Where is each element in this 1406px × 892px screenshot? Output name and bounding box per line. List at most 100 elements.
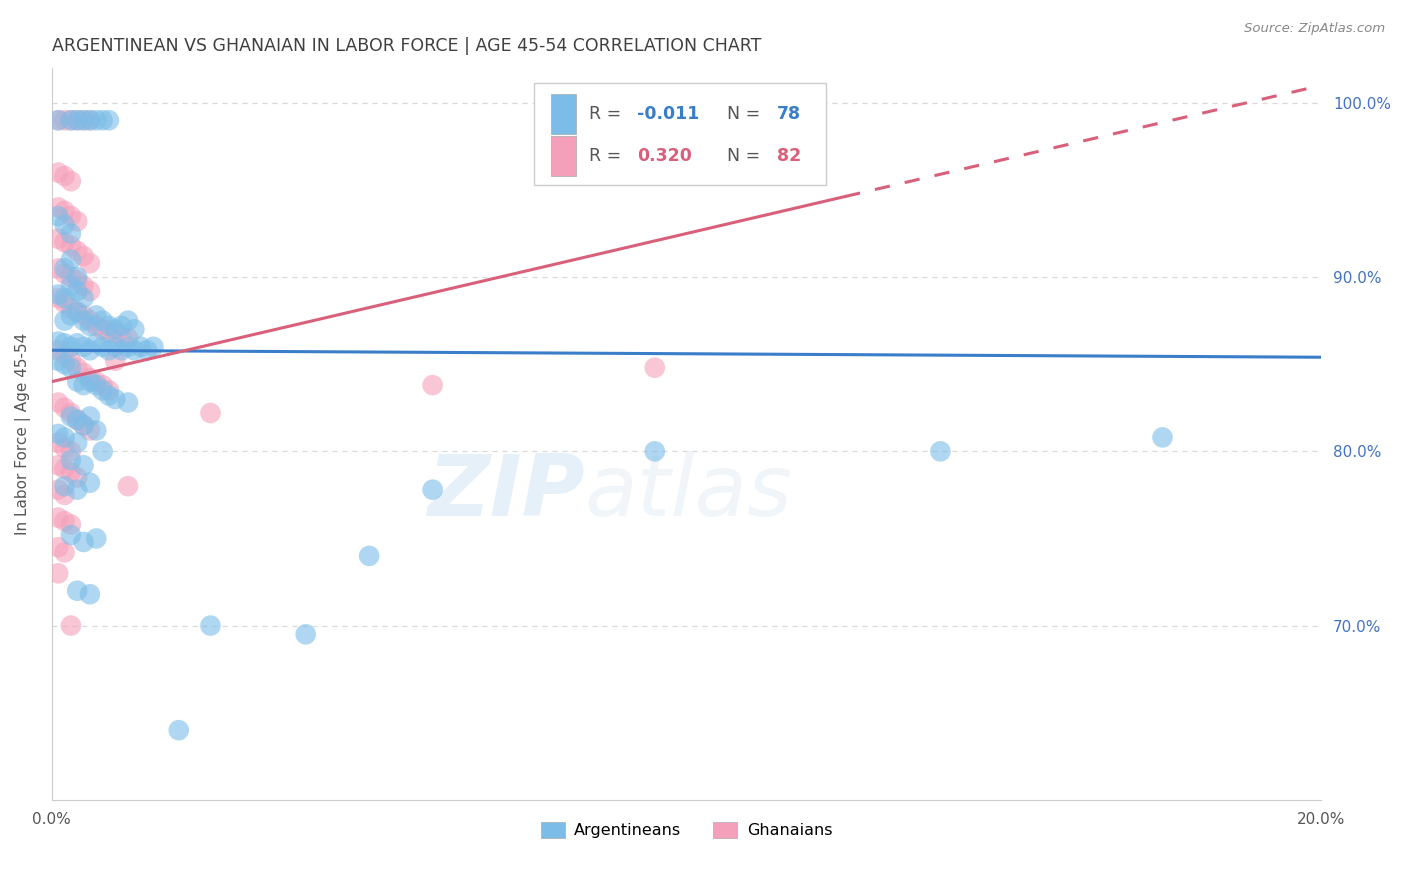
Point: [200, 406, 222, 420]
Point: [359, 549, 381, 563]
Point: [91, 444, 114, 458]
Point: [53, 479, 76, 493]
Point: [59, 252, 82, 267]
Point: [59, 209, 82, 223]
Point: [46, 291, 69, 305]
Point: [97, 384, 120, 398]
Point: [66, 435, 89, 450]
Point: [46, 209, 69, 223]
Point: [124, 322, 146, 336]
Point: [46, 165, 69, 179]
Point: [200, 618, 222, 632]
Point: [59, 409, 82, 424]
Point: [46, 232, 69, 246]
Point: [46, 353, 69, 368]
Text: 82: 82: [776, 147, 801, 165]
Point: [46, 510, 69, 524]
Point: [53, 235, 76, 250]
Point: [79, 318, 101, 333]
Point: [59, 406, 82, 420]
Point: [79, 409, 101, 424]
Point: [66, 274, 89, 288]
Point: [422, 483, 444, 497]
Point: [59, 517, 82, 532]
Point: [84, 375, 107, 389]
Point: [84, 424, 107, 438]
Point: [46, 458, 69, 473]
Point: [66, 375, 89, 389]
Point: [79, 256, 101, 270]
Point: [1152, 430, 1174, 444]
Point: [53, 261, 76, 276]
Point: [72, 278, 94, 293]
Point: [72, 458, 94, 473]
Point: [59, 360, 82, 375]
Point: [59, 353, 82, 368]
Point: [111, 343, 134, 358]
Point: [59, 227, 82, 241]
Text: N =: N =: [716, 147, 765, 165]
Point: [117, 340, 139, 354]
Point: [66, 413, 89, 427]
Point: [53, 291, 76, 305]
Point: [79, 375, 101, 389]
Point: [84, 113, 107, 128]
Point: [59, 278, 82, 293]
Point: [46, 395, 69, 409]
Point: [46, 566, 69, 581]
Point: [46, 426, 69, 441]
Point: [66, 113, 89, 128]
Point: [53, 169, 76, 183]
Point: [59, 113, 82, 128]
Point: [117, 313, 139, 327]
Point: [53, 545, 76, 559]
Point: [111, 318, 134, 333]
Point: [66, 305, 89, 319]
Point: [97, 343, 120, 358]
Point: [46, 200, 69, 214]
Point: [66, 244, 89, 258]
Point: [104, 392, 127, 406]
Point: [929, 444, 952, 458]
Point: [46, 287, 69, 301]
Point: [59, 465, 82, 479]
Point: [59, 618, 82, 632]
Point: [79, 371, 101, 385]
Point: [644, 444, 666, 458]
Point: [91, 378, 114, 392]
Point: [66, 360, 89, 375]
Point: [72, 418, 94, 433]
Text: atlas: atlas: [585, 451, 793, 534]
Point: [59, 309, 82, 323]
Point: [53, 357, 76, 371]
Point: [59, 270, 82, 285]
Point: [72, 113, 94, 128]
Point: [46, 483, 69, 497]
Point: [53, 488, 76, 502]
Point: [53, 218, 76, 232]
Point: [91, 313, 114, 327]
Point: [79, 113, 101, 128]
Point: [53, 336, 76, 351]
Point: [72, 340, 94, 354]
Point: [53, 349, 76, 363]
Point: [79, 343, 101, 358]
Text: N =: N =: [716, 105, 765, 123]
Point: [66, 214, 89, 228]
Point: [91, 340, 114, 354]
Text: ZIP: ZIP: [427, 451, 585, 534]
Point: [72, 535, 94, 549]
Point: [53, 514, 76, 528]
Point: [124, 343, 146, 358]
Point: [66, 583, 89, 598]
Point: [136, 343, 159, 358]
Point: [59, 444, 82, 458]
Point: [66, 470, 89, 484]
Bar: [551, 136, 576, 176]
Point: [66, 413, 89, 427]
Point: [84, 318, 107, 333]
Point: [111, 331, 134, 345]
Point: [66, 483, 89, 497]
Point: [84, 378, 107, 392]
Point: [53, 267, 76, 281]
